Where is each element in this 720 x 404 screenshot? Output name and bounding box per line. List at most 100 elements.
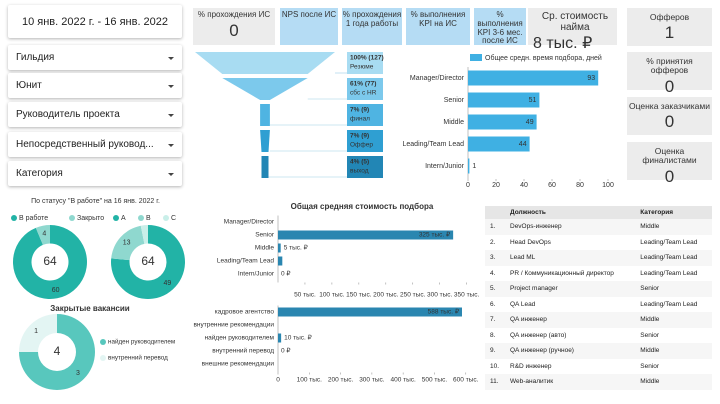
- table-cell: Senior: [635, 281, 712, 297]
- table-cell: Middle: [635, 374, 712, 390]
- x-tick-label: 250 тыс.: [400, 292, 426, 299]
- y-tick-label: Middle: [255, 245, 275, 252]
- stage-box: [347, 130, 383, 152]
- dropdown[interactable]: Гильдия: [8, 45, 182, 70]
- y-tick-label: внешние рекомендации: [202, 361, 275, 368]
- header-cell: Категория: [635, 206, 712, 219]
- table-header: Должность Категория: [485, 206, 712, 219]
- table-row: 1. DevOps-инженер Middle: [485, 219, 712, 235]
- side-kpi: Оценка финалистами 0: [627, 142, 712, 185]
- table-cell: Middle: [635, 343, 712, 359]
- table-cell: PR / Коммуникационный директор: [510, 269, 614, 277]
- value-label: 49: [526, 119, 534, 126]
- side-kpi: % принятия офферов 0: [627, 52, 712, 95]
- x-tick-label: 20: [492, 182, 500, 189]
- kpi-label: Ср. стоимость найма: [541, 11, 609, 33]
- bar: [468, 114, 537, 130]
- pie-slice: [35, 225, 50, 245]
- table-cell: Middle: [635, 219, 712, 235]
- value-label: 5 тыс. ₽: [284, 244, 309, 252]
- table-row: 9. QA инженер (ручное) Middle: [485, 343, 712, 359]
- table-cell: 9.: [485, 343, 505, 359]
- bar: [468, 136, 530, 152]
- pie-hole: [38, 333, 76, 371]
- x-tick-label: 350 тыс.: [454, 292, 480, 299]
- kpi-card: Ср. стоимость найма 8 тыс. ₽: [528, 8, 617, 52]
- legend-swatch: [163, 215, 169, 221]
- table-cell: 2.: [490, 238, 496, 246]
- slice-label: 49: [163, 280, 171, 287]
- x-tick-label: 60: [548, 182, 556, 189]
- table-cell: Lead ML: [505, 250, 636, 266]
- table-cell: QA инженер (ручное): [505, 343, 636, 359]
- kpi-label: Оценка заказчиками: [629, 101, 710, 111]
- header-cell: [485, 206, 505, 219]
- stage-value: 100% (127): [350, 55, 384, 62]
- table-row: 3. Lead ML Leading/Team Lead: [485, 250, 712, 266]
- funnel-stage: [260, 130, 270, 152]
- legend-label: В работе: [19, 214, 48, 222]
- x-tick-label: 200 тыс.: [328, 377, 354, 384]
- kpi-card: % прохождения 1 года работы: [342, 8, 402, 45]
- legend-label: найден руководителем: [108, 338, 175, 346]
- stage-name: финал: [350, 116, 370, 123]
- y-tick-label: Intern/Junior: [238, 271, 275, 278]
- stage-box: [347, 52, 383, 74]
- pie-slice: [12, 225, 87, 299]
- bar: [278, 230, 454, 240]
- pie-total: 4: [54, 344, 61, 358]
- table-cell: 4.: [490, 269, 496, 277]
- table-cell: Senior: [640, 331, 660, 339]
- y-tick-label: Manager/Director: [224, 219, 275, 226]
- table-cell: Senior: [640, 362, 660, 370]
- table-cell: R&D инженер: [510, 362, 552, 370]
- stage-box: [347, 78, 383, 100]
- value-label: 93: [587, 75, 595, 82]
- y-tick-label: Leading/Team Lead: [403, 141, 465, 148]
- y-tick-label: Middle: [443, 119, 464, 126]
- bar: [278, 256, 283, 266]
- table-cell: 7.: [485, 312, 505, 328]
- legend-label: Общее средн. время подбора, дней: [485, 54, 602, 62]
- table-cell: 1.: [485, 219, 505, 235]
- pie-slice: [111, 225, 145, 261]
- x-tick-label: 300 тыс.: [359, 377, 385, 384]
- y-tick-label: внутренний перевод: [212, 347, 274, 355]
- table-row: 8. QA инженер (авто) Senior: [485, 328, 712, 344]
- legend-swatch: [11, 215, 17, 221]
- funnel-stage: [260, 104, 270, 126]
- table-row: 2. Head DevOps Leading/Team Lead: [485, 235, 712, 251]
- funnel-stage: [222, 78, 308, 100]
- bar: [278, 307, 462, 317]
- table-cell: QA Lead: [510, 300, 536, 308]
- funnel-stage: [261, 156, 269, 178]
- pie-hole: [32, 244, 68, 280]
- chart-title: Закрытые вакансии: [50, 304, 130, 313]
- x-tick-label: 200 тыс.: [373, 292, 399, 299]
- table-cell: 11.: [485, 374, 505, 390]
- side-kpi: Оценка заказчиками 0: [627, 97, 712, 135]
- pie-slice: [111, 225, 185, 300]
- table-wrap: Должность Категория 1. DevOps-инженер Middle…: [485, 206, 712, 390]
- legend-swatch: [100, 355, 106, 361]
- dropdown[interactable]: Непосредственный руковод...: [8, 132, 182, 157]
- legend-swatch: [138, 215, 144, 221]
- y-tick-label: Intern/Junior: [425, 163, 465, 170]
- table-cell: QA инженер (авто): [510, 331, 567, 339]
- y-tick-label: Senior: [444, 97, 465, 104]
- kpi-card: % прохождения ИС 0: [193, 8, 275, 45]
- stage-value: 7% (9): [350, 107, 369, 114]
- y-tick-label: Manager/Director: [410, 75, 465, 82]
- dropdown[interactable]: Руководитель проекта: [8, 102, 182, 127]
- dropdown[interactable]: Юнит: [8, 73, 182, 98]
- x-tick-label: 100 тыс.: [319, 292, 345, 299]
- stage-value: 61% (77): [350, 81, 376, 88]
- funnel-stage: [195, 52, 335, 74]
- dropdown[interactable]: Категория: [8, 161, 182, 186]
- table-cell: Project manager: [505, 281, 636, 297]
- date-range[interactable]: 10 янв. 2022 г. - 16 янв. 2022: [8, 5, 182, 38]
- value-label: 325 тыс. ₽: [419, 231, 451, 239]
- legend-swatch: [100, 339, 106, 345]
- y-tick-label: кадровое агентство: [215, 309, 275, 316]
